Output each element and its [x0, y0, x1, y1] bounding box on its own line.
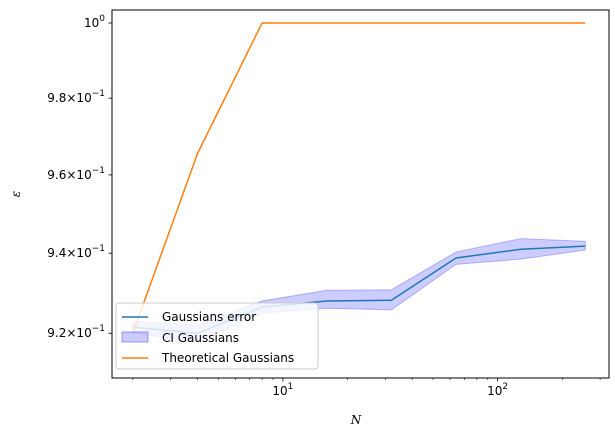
y-tick-label: 100 — [84, 14, 105, 30]
legend-box — [115, 302, 319, 370]
y-tick-label: 9.8×10−1 — [47, 89, 105, 105]
plot-frame — [111, 9, 610, 379]
y-tick-label: 9.6×10−1 — [47, 166, 105, 182]
legend-label-theoretical-gaussians: Theoretical Gaussians — [161, 351, 294, 365]
x-tick-label: 101 — [272, 382, 293, 398]
x-tick-label: 102 — [487, 382, 508, 398]
legend-swatch-ci-gaussians — [121, 331, 149, 343]
y-axis: 9.2×10−1 9.4×10−1 9.6×10−1 9.8×10−1 100 — [47, 14, 112, 340]
x-axis-label: N — [350, 413, 362, 427]
y-tick-label: 9.4×10−1 — [47, 244, 105, 260]
y-tick-label: 9.2×10−1 — [47, 324, 105, 340]
legend: Gaussians error CI Gaussians Theoretical… — [115, 302, 319, 370]
series-line-theoretical-gaussians — [132, 22, 586, 334]
x-axis: 101 102 — [132, 378, 601, 398]
y-axis-label: ε — [9, 191, 23, 197]
legend-label-ci-gaussians: CI Gaussians — [162, 331, 239, 345]
legend-label-gaussians-error: Gaussians error — [162, 310, 256, 324]
